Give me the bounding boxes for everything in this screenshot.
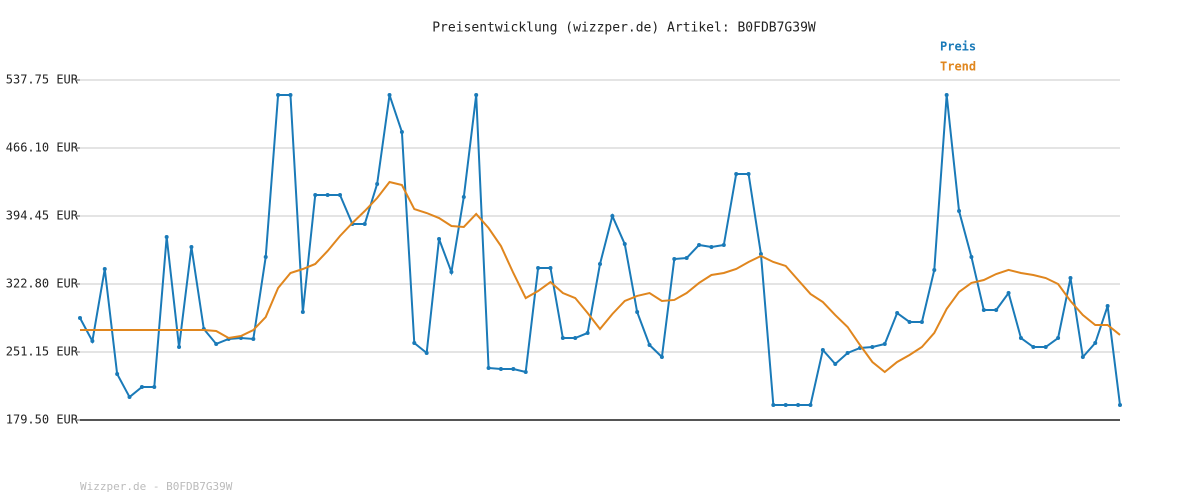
point [771, 403, 776, 408]
point [635, 309, 640, 314]
point [437, 237, 442, 242]
point [127, 395, 132, 400]
point [90, 339, 95, 344]
chart-title: Preisentwicklung (wizzper.de) Artikel: B… [432, 21, 816, 36]
point [412, 341, 417, 346]
point [338, 192, 342, 197]
point [449, 270, 454, 275]
point [746, 172, 751, 177]
point [1043, 345, 1048, 350]
point [944, 93, 949, 98]
point [895, 311, 900, 316]
point [1093, 341, 1098, 346]
point [177, 345, 182, 350]
point [486, 365, 491, 370]
point [251, 336, 256, 341]
point [313, 192, 318, 197]
point [932, 267, 937, 272]
point [1080, 354, 1085, 359]
point [833, 362, 838, 367]
point [78, 315, 82, 320]
y-tick-label: 322.80 EUR [6, 277, 79, 291]
point [659, 354, 664, 359]
legend-entry: Preis [940, 40, 976, 54]
point [573, 336, 578, 341]
y-tick-label: 466.10 EUR [6, 141, 79, 155]
series-line [79, 94, 1121, 407]
point [300, 309, 305, 314]
y-tick-label: 394.45 EUR [6, 209, 79, 223]
point [560, 336, 565, 341]
point [288, 93, 293, 98]
point [882, 341, 887, 346]
point [957, 209, 962, 214]
point [1031, 345, 1036, 350]
point [461, 194, 466, 199]
point [684, 255, 689, 260]
point [647, 343, 652, 348]
point [102, 267, 107, 272]
point [796, 403, 801, 408]
point [919, 319, 924, 324]
point [536, 265, 541, 270]
footer: Wizzper.de - B0FDB7G39W [80, 480, 233, 493]
point [152, 384, 157, 389]
point [610, 214, 615, 219]
point [115, 371, 120, 376]
point [362, 222, 367, 227]
point [820, 347, 825, 352]
point [721, 242, 726, 247]
point [523, 369, 528, 374]
point [981, 308, 986, 313]
point [1105, 304, 1110, 309]
point [845, 350, 850, 355]
point [758, 252, 763, 257]
point [325, 192, 330, 197]
point [214, 341, 219, 346]
point [511, 367, 516, 372]
point [969, 254, 974, 259]
point [734, 172, 739, 177]
point [1006, 291, 1011, 296]
y-tick-label: 179.50 EUR [6, 413, 79, 427]
point [808, 403, 813, 408]
point [709, 244, 714, 249]
point [474, 93, 479, 98]
point [548, 265, 553, 270]
point [387, 93, 392, 98]
point [263, 254, 268, 259]
point [870, 345, 875, 350]
point [907, 319, 912, 324]
y-tick-label: 251.15 EUR [6, 345, 79, 359]
point [622, 242, 627, 247]
point [783, 403, 788, 408]
point [697, 242, 702, 247]
y-tick-label: 537.75 EUR [6, 73, 79, 87]
legend-entry: Trend [940, 60, 976, 74]
point [1118, 403, 1122, 408]
series-line [80, 180, 1121, 374]
point [598, 261, 602, 266]
point [1056, 336, 1061, 341]
point [1068, 276, 1073, 281]
point [994, 308, 999, 313]
point [276, 93, 281, 98]
point [424, 350, 429, 355]
point [672, 257, 677, 262]
point [164, 235, 169, 240]
point [399, 129, 404, 134]
point [375, 181, 380, 186]
point [139, 384, 144, 389]
point [189, 244, 194, 249]
point [498, 367, 503, 372]
point [585, 330, 590, 335]
point [1018, 336, 1023, 341]
